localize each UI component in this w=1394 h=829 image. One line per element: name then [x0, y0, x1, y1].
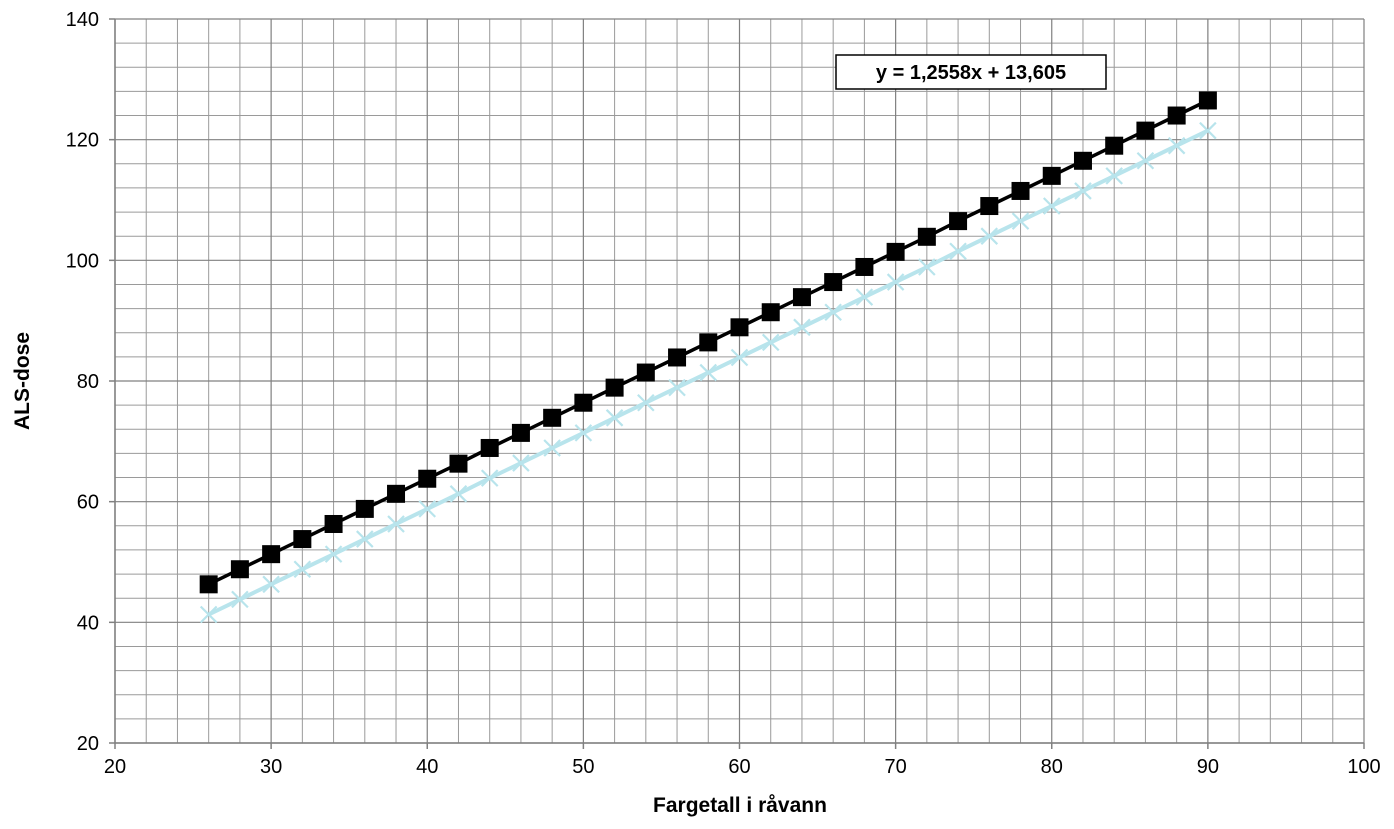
data-point: [262, 545, 281, 564]
data-point: [480, 438, 499, 457]
data-point: [293, 560, 312, 579]
series-layer: [199, 91, 1217, 624]
data-point: [199, 605, 218, 624]
data-point: [418, 500, 437, 518]
trendline-equation: y = 1,2558x + 13,605: [876, 62, 1066, 84]
data-point: [1105, 167, 1123, 185]
data-point: [793, 318, 811, 337]
data-point: [356, 530, 374, 548]
data-point: [1199, 121, 1217, 140]
data-point: [855, 288, 874, 306]
data-point: [730, 348, 749, 367]
data-point: [511, 423, 530, 442]
data-point: [355, 499, 374, 518]
annotation-layer: y = 1,2558x + 13,605: [835, 54, 1107, 90]
data-point: [574, 424, 593, 442]
x-tick-label: 40: [416, 756, 438, 778]
y-tick-label: 20: [77, 733, 99, 755]
data-point: [886, 273, 905, 291]
series-1: [199, 121, 1217, 624]
x-tick-label: 30: [260, 756, 282, 778]
data-point: [387, 484, 406, 503]
data-point: [636, 363, 655, 382]
y-tick-labels: 20 40 60 80 100 120 140: [66, 9, 99, 755]
y-tick-label: 140: [66, 9, 99, 31]
data-point: [668, 348, 687, 367]
data-point: [1073, 151, 1092, 170]
data-point: [574, 393, 593, 412]
x-tick-label: 60: [728, 756, 750, 778]
data-point: [480, 469, 499, 487]
data-point: [418, 469, 437, 488]
data-point: [855, 257, 874, 276]
x-tick-label: 80: [1041, 756, 1063, 778]
data-point: [1167, 136, 1186, 155]
data-point: [231, 590, 249, 609]
data-point: [886, 242, 905, 261]
data-point: [824, 303, 842, 321]
x-tick-label: 90: [1197, 756, 1219, 778]
data-point: [1011, 181, 1030, 200]
y-tick-label: 120: [66, 130, 99, 152]
data-point: [449, 454, 468, 473]
data-point: [730, 318, 749, 337]
data-point: [1074, 182, 1092, 200]
data-point: [949, 242, 967, 261]
data-point: [637, 393, 655, 412]
data-point: [543, 408, 562, 427]
data-point: [199, 575, 218, 594]
axes: [109, 18, 1365, 749]
x-tick-labels: 20 30 40 50 60 70 80 90 100: [104, 756, 1381, 778]
data-point: [1042, 197, 1061, 215]
x-tick-label: 20: [104, 756, 126, 778]
data-point: [1136, 121, 1155, 140]
data-point: [230, 560, 249, 579]
y-tick-label: 100: [66, 250, 99, 272]
data-point: [1167, 106, 1186, 125]
data-point: [1011, 212, 1030, 230]
data-point: [949, 212, 968, 231]
data-point: [1042, 166, 1061, 185]
data-point: [605, 409, 624, 427]
x-tick-label: 50: [572, 756, 594, 778]
data-point: [324, 545, 343, 563]
y-tick-label: 80: [77, 371, 99, 393]
data-point: [293, 530, 312, 549]
data-point: [1198, 91, 1217, 110]
x-tick-label: 70: [885, 756, 907, 778]
data-point: [792, 288, 811, 307]
data-point: [917, 227, 936, 246]
data-point: [699, 363, 718, 382]
data-point: [824, 273, 843, 292]
y-tick-label: 40: [77, 612, 99, 634]
y-tick-label: 60: [77, 492, 99, 514]
data-point: [324, 514, 343, 533]
data-point: [1105, 136, 1124, 155]
data-point: [761, 333, 780, 352]
data-point: [449, 485, 468, 503]
data-point: [699, 333, 718, 352]
x-tick-label: 100: [1347, 756, 1380, 778]
data-point: [605, 378, 624, 397]
data-point: [761, 303, 780, 322]
data-point: [1136, 152, 1155, 170]
data-point: [980, 227, 999, 245]
series-0: [199, 91, 1217, 594]
data-point: [918, 258, 936, 276]
data-point: [387, 515, 405, 533]
data-point: [980, 197, 999, 216]
data-point: [262, 575, 280, 594]
data-point: [543, 439, 561, 457]
y-axis-title: ALS-dose: [11, 332, 34, 430]
equation-box: [835, 54, 1107, 90]
x-axis-title: Fargetall i råvann: [653, 794, 827, 817]
data-point: [668, 378, 686, 397]
data-point: [512, 454, 530, 472]
